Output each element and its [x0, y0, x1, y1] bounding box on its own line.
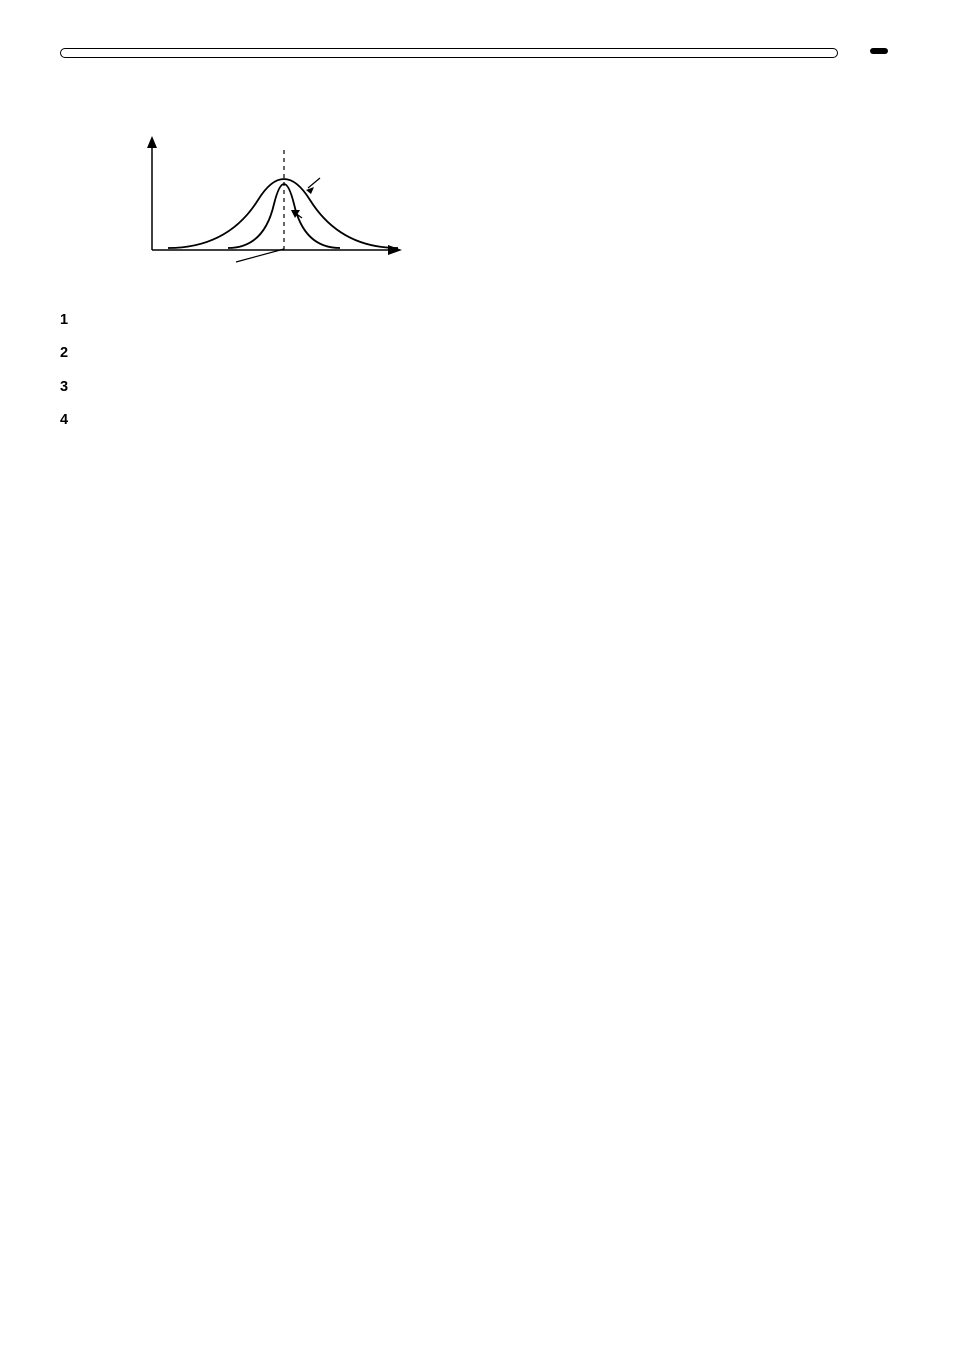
left-step-4: 4: [60, 411, 456, 431]
eq-curve-chart: [88, 130, 456, 297]
page-header: [60, 30, 894, 100]
left-column: 1 2 3 4: [60, 120, 456, 435]
left-step-2: 2: [60, 344, 456, 364]
left-step-3: 3: [60, 378, 456, 398]
content-columns: 1 2 3 4: [60, 120, 894, 435]
section-number-badge: [870, 48, 888, 54]
page-title: [60, 48, 838, 58]
left-step-1: 1: [60, 311, 456, 331]
